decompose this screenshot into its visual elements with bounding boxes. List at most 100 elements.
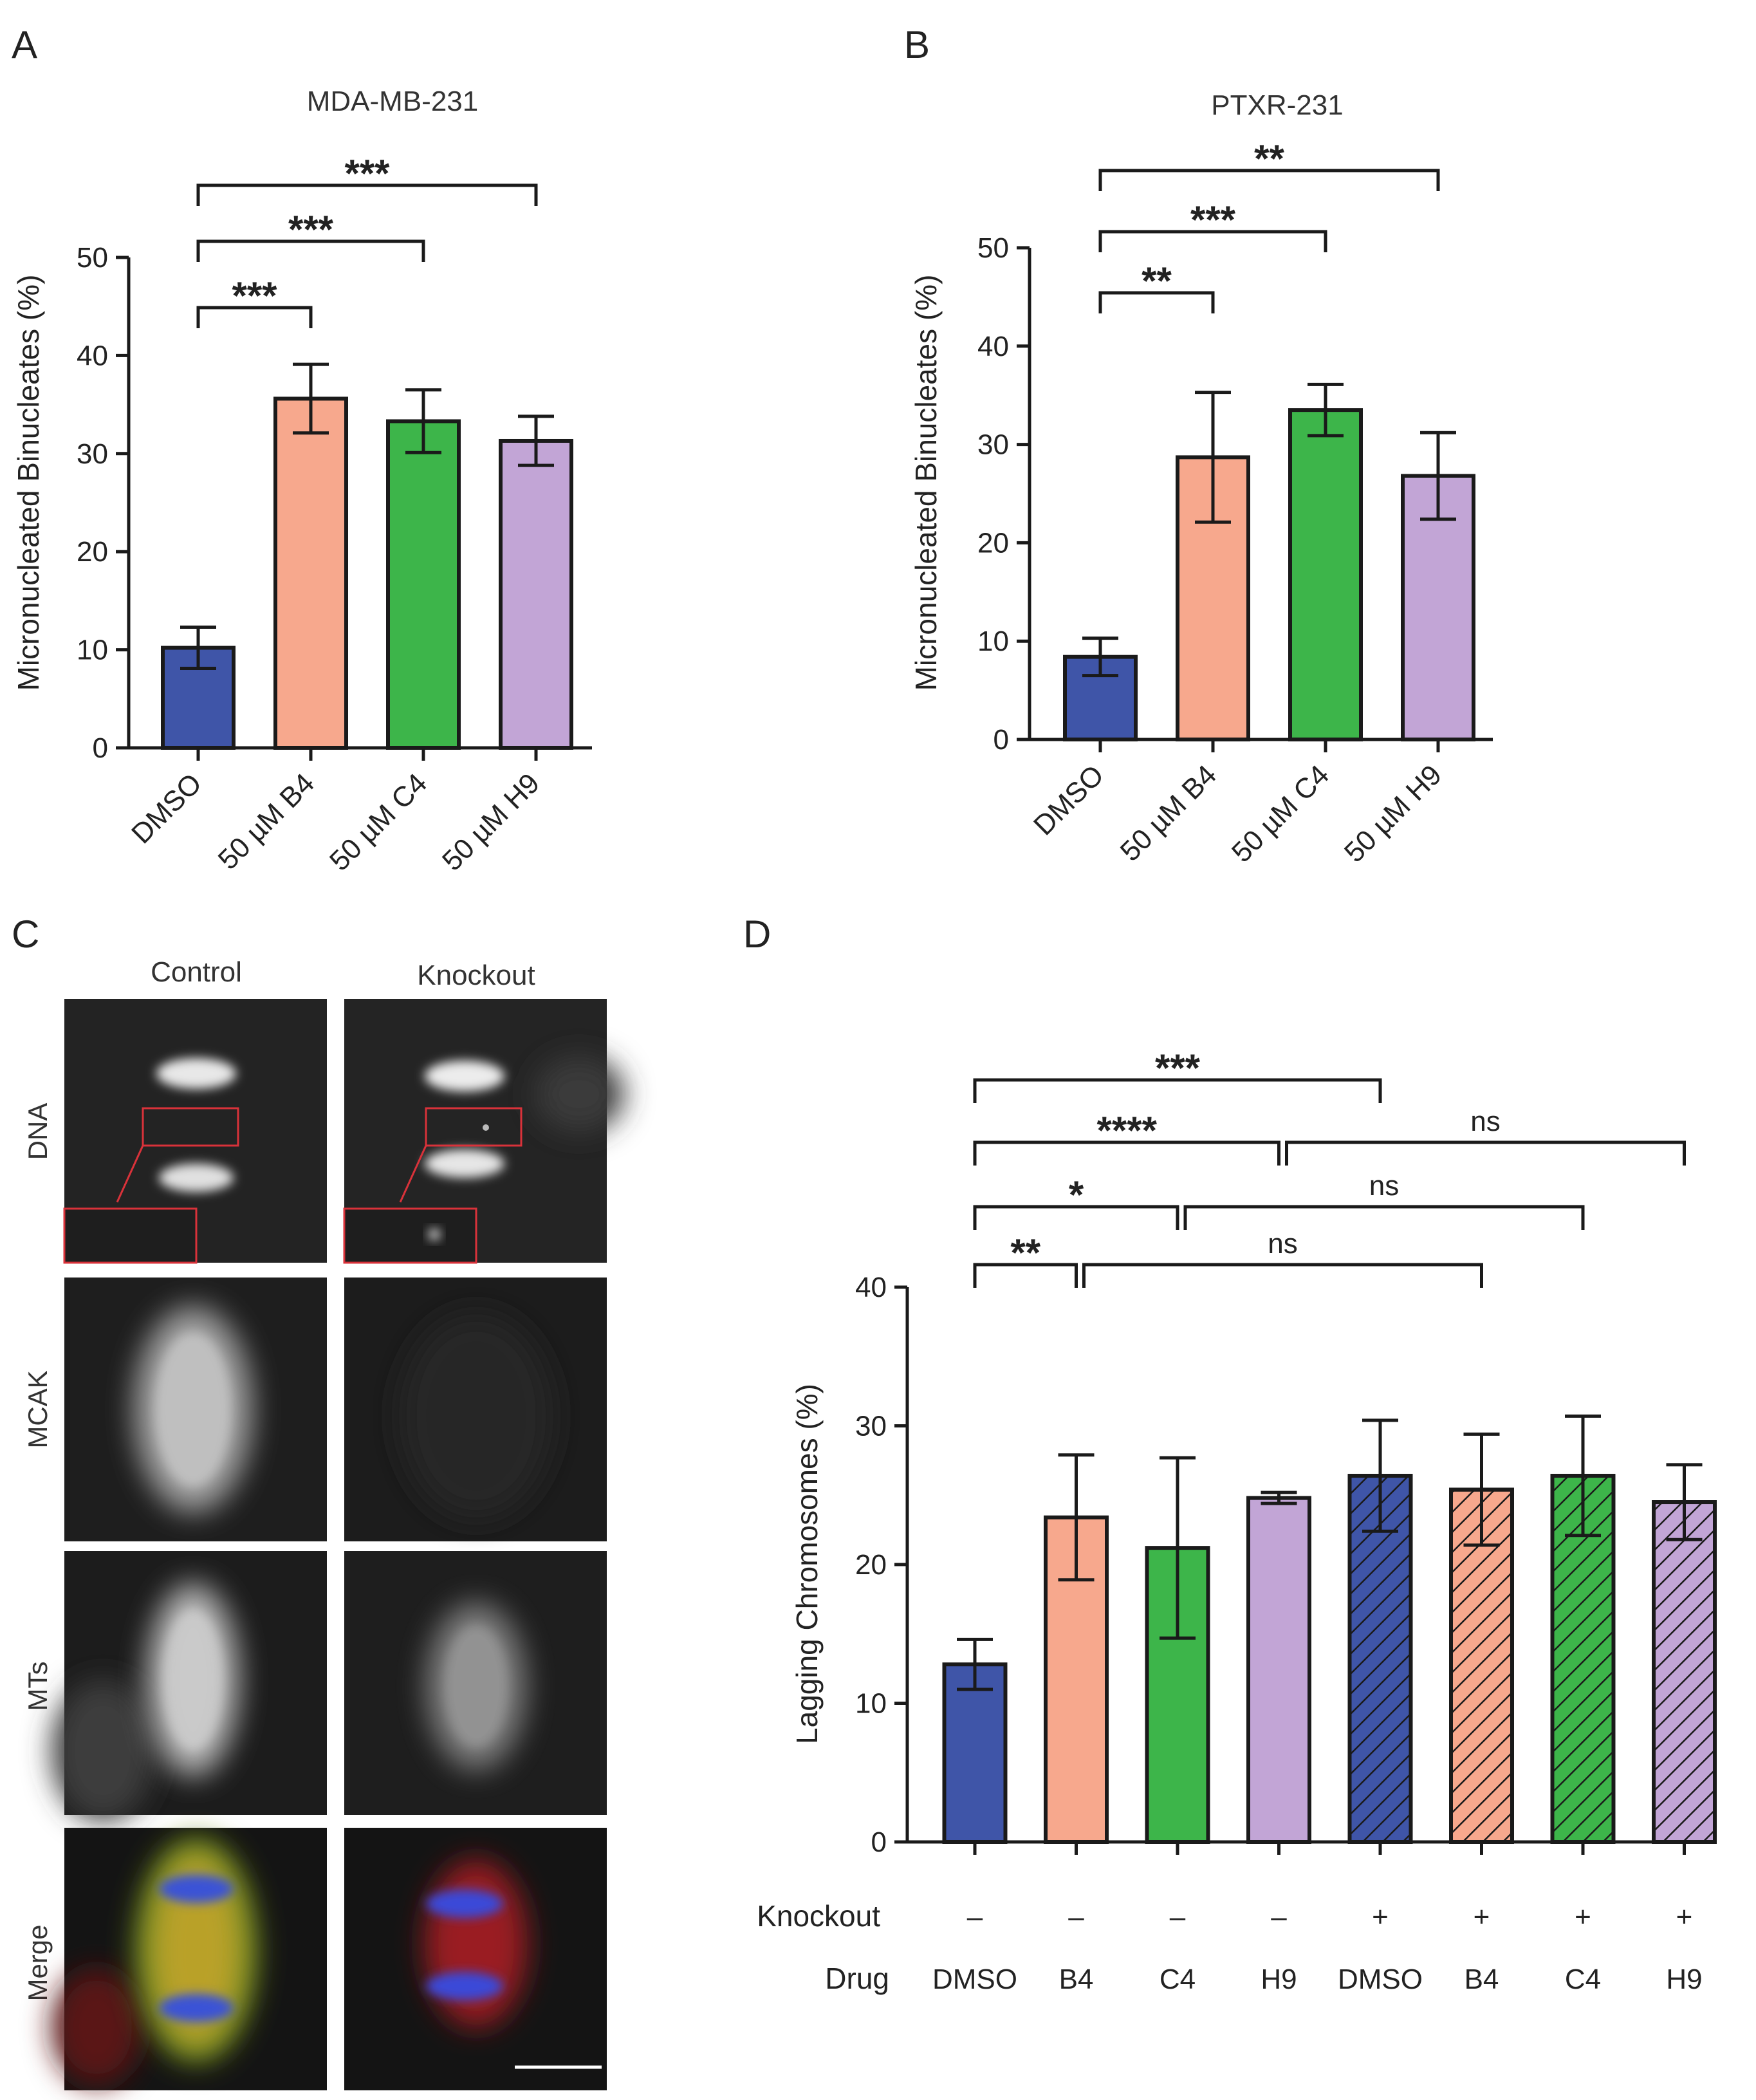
- significance-bracket: [1098, 169, 1440, 191]
- significance-bracket: [973, 1263, 1078, 1288]
- y-tick-label: 50: [977, 232, 1009, 264]
- y-tick-label: 0: [93, 732, 108, 764]
- significance-label: **: [1141, 259, 1172, 302]
- bar: [942, 1662, 1008, 1844]
- x-tick-label: DMSO: [1028, 759, 1110, 841]
- chart-b-ylabel: Micronucleated Binucleates (%): [909, 275, 943, 691]
- y-tick-label: 20: [855, 1549, 887, 1581]
- x-tick-label: 50 µM H9: [436, 767, 546, 877]
- c-column-knockout: Knockout: [417, 960, 535, 991]
- significance-label: *: [1069, 1173, 1084, 1216]
- chart-b: 0 10 20 30 40 50 DMSO 50 µM B4 50 µM C4 50 µM H9 *…: [977, 137, 1493, 869]
- significance-label: ns: [1470, 1106, 1500, 1137]
- drug-label: H9: [1666, 1964, 1702, 1995]
- bar: [1246, 1496, 1311, 1844]
- knockout-marker: –: [1170, 1901, 1186, 1933]
- knockout-marker: –: [967, 1901, 983, 1933]
- panel-letter-c: C: [12, 913, 39, 956]
- y-tick-label: 30: [977, 429, 1009, 461]
- significance-bracket: [1098, 291, 1215, 313]
- y-tick-label: 30: [77, 438, 108, 470]
- mcak-knockout-image: [344, 1278, 607, 1541]
- bar-hatch: [1652, 1500, 1717, 1844]
- d-condition-rows: – – – – + + + + DMSO B4 C4 H9 DMSO B4 C4 H9: [932, 1901, 1703, 1995]
- bar: [386, 419, 461, 750]
- d-knockout-row-label: Knockout: [757, 1899, 880, 1933]
- y-tick-label: 20: [977, 527, 1009, 559]
- knockout-marker: +: [1575, 1901, 1591, 1933]
- knockout-marker: +: [1372, 1901, 1389, 1933]
- bar: [1288, 408, 1363, 741]
- inset-box-control: [142, 1107, 239, 1147]
- significance-bracket: [1285, 1140, 1686, 1166]
- mcak-control-image: [64, 1278, 327, 1541]
- drug-label: H9: [1261, 1964, 1297, 1995]
- significance-bracket: [196, 183, 538, 206]
- dna-control-image: [63, 999, 327, 1264]
- significance-bracket: [973, 1140, 1280, 1166]
- dna-knockout-image: [343, 999, 624, 1264]
- significance-bracket: [196, 239, 425, 262]
- drug-label: C4: [1160, 1964, 1196, 1995]
- x-tick-label: 50 µM C4: [1226, 759, 1335, 868]
- panel-letter-d: D: [743, 913, 771, 956]
- y-tick-label: 50: [77, 242, 108, 274]
- significance-bracket: [973, 1078, 1382, 1103]
- bar-hatch: [1449, 1487, 1514, 1844]
- c-row-mts: MTs: [23, 1662, 53, 1711]
- drug-label: B4: [1465, 1964, 1499, 1995]
- bar: [499, 438, 573, 750]
- panel-c-micrographs: Control Knockout DNA MCAK MTs Merge: [23, 956, 624, 2090]
- chart-a-title: MDA-MB-231: [307, 86, 479, 117]
- y-tick-label: 10: [977, 626, 1009, 657]
- knockout-marker: +: [1474, 1901, 1490, 1933]
- panel-letter-a: A: [12, 23, 37, 66]
- significance-bracket: [196, 306, 313, 328]
- y-tick-label: 10: [77, 635, 108, 666]
- drug-label: DMSO: [1338, 1964, 1423, 1995]
- y-tick-label: 10: [855, 1688, 887, 1720]
- c-row-merge: Merge: [23, 1924, 53, 2001]
- significance-label: ***: [1190, 198, 1236, 241]
- mts-control-image: [51, 1551, 327, 1821]
- c-row-dna: DNA: [23, 1103, 53, 1160]
- x-tick-label: 50 µM C4: [324, 767, 433, 877]
- knockout-marker: +: [1676, 1901, 1693, 1933]
- chart-d-ylabel: Lagging Chromosomes (%): [790, 1384, 824, 1744]
- bar-hatch: [1347, 1474, 1413, 1844]
- y-tick-label: 20: [77, 536, 108, 568]
- inset-zoom-knockout: [343, 1207, 477, 1264]
- y-tick-label: 40: [77, 340, 108, 371]
- significance-label: ***: [344, 152, 390, 195]
- drug-label: B4: [1059, 1964, 1094, 1995]
- significance-label: ns: [1369, 1170, 1399, 1202]
- panel-letter-b: B: [904, 23, 930, 66]
- y-tick-label: 0: [994, 724, 1009, 756]
- y-tick-label: 30: [855, 1411, 887, 1442]
- knockout-marker: –: [1068, 1901, 1084, 1933]
- significance-bracket: [1082, 1263, 1483, 1288]
- x-tick-label: 50 µM B4: [1114, 759, 1223, 867]
- chart-b-title: PTXR-231: [1211, 89, 1343, 121]
- y-tick-label: 0: [871, 1826, 887, 1858]
- significance-label: ****: [1097, 1109, 1158, 1152]
- c-column-control: Control: [151, 956, 242, 988]
- y-tick-label: 40: [977, 331, 1009, 362]
- merge-control-image: [51, 1828, 327, 2090]
- chart-a-ylabel: Micronucleated Binucleates (%): [12, 275, 45, 691]
- knockout-marker: –: [1271, 1901, 1287, 1933]
- significance-bracket: [1183, 1205, 1585, 1230]
- significance-bracket: [973, 1205, 1179, 1230]
- x-tick-label: DMSO: [125, 767, 208, 850]
- chart-a: 0 10 20 30 40 50 DMSO 50 µM B4 50 µM C4 50 µM H9 *…: [77, 152, 592, 877]
- y-tick-label: 40: [855, 1272, 887, 1303]
- drug-label: C4: [1565, 1964, 1601, 1995]
- x-tick-label: 50 µM B4: [212, 767, 320, 875]
- drug-label: DMSO: [932, 1964, 1017, 1995]
- significance-label: **: [1010, 1231, 1040, 1274]
- bar: [273, 396, 348, 750]
- significance-label: ***: [288, 208, 334, 251]
- d-drug-row-label: Drug: [825, 1962, 889, 1995]
